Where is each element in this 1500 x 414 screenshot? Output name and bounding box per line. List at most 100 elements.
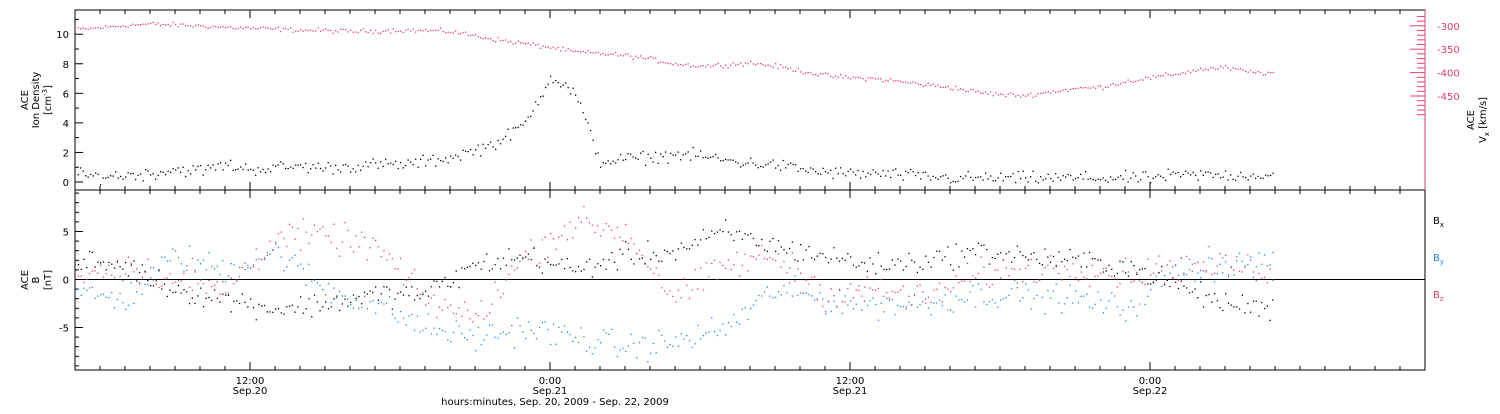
density-label-ace: ACE bbox=[20, 90, 31, 110]
vx-point bbox=[205, 26, 207, 29]
bx-point bbox=[1019, 251, 1021, 253]
bz-point bbox=[997, 269, 999, 271]
vx-point bbox=[605, 54, 607, 56]
vx-point bbox=[1125, 81, 1127, 84]
bz-point bbox=[1102, 268, 1105, 270]
bx-point bbox=[619, 248, 621, 250]
bx-point bbox=[488, 270, 491, 272]
bz-point bbox=[86, 278, 88, 280]
bx-point bbox=[986, 248, 988, 251]
by-point bbox=[1091, 307, 1093, 309]
vx-point bbox=[687, 63, 689, 65]
by-point bbox=[908, 301, 910, 303]
bx-point bbox=[761, 238, 763, 241]
vx-point bbox=[762, 64, 764, 66]
bx-point bbox=[786, 252, 788, 254]
density-point bbox=[755, 164, 757, 166]
bx-point bbox=[1166, 279, 1168, 282]
bz-point bbox=[277, 233, 280, 235]
by-point bbox=[405, 324, 407, 326]
by-point bbox=[1136, 315, 1138, 317]
density-point bbox=[670, 152, 672, 154]
vx-point bbox=[1200, 67, 1202, 69]
vx-point bbox=[325, 28, 327, 30]
by-point bbox=[769, 295, 771, 297]
density-point bbox=[1190, 174, 1192, 176]
vx-point bbox=[330, 29, 332, 31]
bx-point bbox=[719, 229, 721, 231]
bx-point bbox=[538, 266, 541, 268]
by-point bbox=[472, 334, 474, 337]
vx-point bbox=[505, 39, 507, 41]
bz-point bbox=[1086, 278, 1088, 280]
by-point bbox=[605, 332, 607, 334]
density-point bbox=[842, 173, 844, 175]
density-point bbox=[912, 171, 914, 173]
by-point bbox=[1113, 295, 1116, 297]
bx-point bbox=[980, 244, 982, 247]
density-point bbox=[102, 177, 104, 179]
by-point bbox=[958, 299, 960, 301]
vx-point bbox=[200, 25, 202, 27]
density-point bbox=[892, 169, 894, 171]
vx-point bbox=[1170, 74, 1172, 76]
vx-point bbox=[1182, 71, 1184, 74]
bx-point bbox=[1186, 287, 1188, 289]
by-point bbox=[247, 264, 249, 267]
vx-point bbox=[560, 50, 562, 52]
bz-point bbox=[522, 258, 524, 260]
by-point bbox=[850, 300, 852, 302]
bx-point bbox=[225, 294, 227, 296]
bx-point bbox=[294, 311, 296, 313]
vx-point bbox=[477, 35, 479, 38]
density-point bbox=[800, 168, 802, 170]
bx-point bbox=[211, 299, 213, 302]
by-point bbox=[744, 307, 746, 309]
density-point bbox=[237, 168, 239, 170]
vx-point bbox=[607, 54, 609, 56]
bz-point bbox=[658, 274, 660, 276]
bz-point bbox=[983, 266, 985, 268]
by-point bbox=[113, 307, 116, 309]
by-point bbox=[680, 333, 682, 335]
vx-point bbox=[957, 89, 959, 91]
vx-point bbox=[202, 25, 204, 27]
density-point bbox=[507, 128, 509, 130]
by-point bbox=[733, 314, 735, 316]
vx-point bbox=[1072, 88, 1074, 90]
bz-point bbox=[77, 275, 80, 277]
by-point bbox=[1022, 297, 1024, 299]
density-point bbox=[805, 170, 807, 172]
bx-point bbox=[236, 300, 238, 302]
bx-point bbox=[588, 258, 591, 260]
by-point bbox=[466, 339, 468, 341]
bz-point bbox=[300, 249, 302, 251]
density-point bbox=[435, 165, 437, 167]
bx-point bbox=[461, 267, 463, 269]
vx-point bbox=[782, 66, 784, 69]
bx-point bbox=[1025, 256, 1027, 258]
bz-point bbox=[800, 272, 802, 274]
by-point bbox=[875, 303, 877, 306]
density-point bbox=[235, 169, 237, 171]
density-point bbox=[1175, 172, 1177, 175]
bx-point bbox=[297, 306, 299, 308]
density-point bbox=[380, 161, 382, 163]
density-point bbox=[995, 180, 997, 182]
by-point bbox=[291, 257, 293, 259]
bz-point bbox=[447, 306, 449, 309]
bz-point bbox=[938, 282, 941, 284]
vx-point bbox=[812, 74, 814, 76]
density-point bbox=[370, 162, 372, 164]
bx-point bbox=[783, 249, 785, 251]
bz-point bbox=[775, 260, 777, 262]
by-point bbox=[894, 314, 896, 316]
by-point bbox=[791, 295, 793, 297]
bx-point bbox=[1202, 306, 1205, 308]
by-point bbox=[500, 333, 502, 335]
density-point bbox=[460, 159, 462, 161]
vx-point bbox=[820, 73, 822, 75]
bz-point bbox=[261, 258, 263, 261]
bx-point bbox=[730, 234, 732, 236]
vx-point bbox=[615, 51, 617, 54]
